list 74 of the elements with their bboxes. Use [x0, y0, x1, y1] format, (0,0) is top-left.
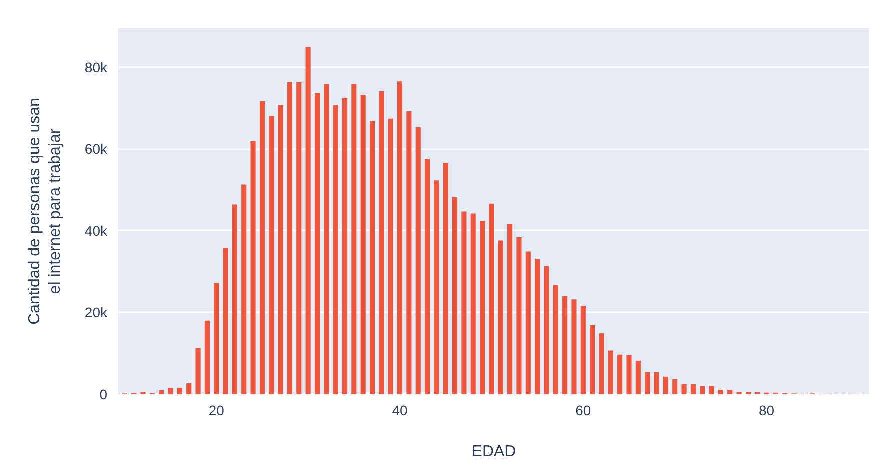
bar [645, 372, 650, 394]
bar [250, 140, 256, 394]
bar [204, 320, 210, 394]
x-axis-title: EDAD [472, 444, 516, 460]
bar [728, 390, 733, 394]
bar [480, 221, 486, 394]
bar [177, 388, 182, 394]
bar [314, 93, 320, 394]
bar [709, 386, 714, 394]
x-tick-label: 40 [392, 402, 408, 418]
bar [508, 224, 513, 394]
y-tick-label: 80k [84, 59, 108, 76]
y-tick-label: 60k [84, 141, 108, 158]
bar [214, 283, 220, 394]
bar [654, 372, 660, 394]
bar [379, 91, 384, 394]
bar [306, 47, 311, 394]
bar [287, 82, 292, 394]
bar [342, 98, 348, 394]
x-tick-label: 20 [208, 402, 225, 418]
bar [159, 390, 164, 394]
bar [443, 163, 448, 394]
bar [434, 180, 440, 394]
bar [544, 266, 550, 394]
bar [223, 248, 228, 394]
bar [232, 204, 238, 394]
bar [370, 121, 376, 394]
bar [526, 252, 531, 394]
y-tick-label: 0 [100, 386, 108, 402]
bar [416, 127, 421, 394]
y-tick-label: 40k [84, 222, 108, 239]
bar [590, 325, 596, 394]
bar [599, 334, 604, 394]
x-tick-label: 60 [576, 402, 592, 418]
bar [718, 390, 724, 394]
bar [618, 354, 623, 394]
bar [388, 118, 394, 394]
y-axis-title: Cantidad de personas que usan el internet para trabajar [26, 98, 64, 325]
bar [608, 350, 614, 394]
bar [278, 105, 284, 394]
bar [242, 184, 247, 394]
bar [489, 204, 494, 394]
bar [168, 388, 174, 394]
bar [397, 82, 403, 394]
bar [269, 116, 274, 394]
bar [470, 214, 476, 394]
bar [333, 105, 338, 394]
bar [580, 306, 586, 394]
bar [562, 296, 568, 394]
bar [352, 84, 357, 394]
bar [296, 82, 302, 394]
bar [535, 259, 540, 394]
bar [186, 383, 192, 394]
bar [663, 376, 668, 394]
x-tick-label: 80 [759, 402, 775, 418]
bar [672, 379, 678, 394]
bar [406, 112, 412, 394]
bar [260, 101, 265, 394]
bar [626, 355, 632, 394]
bar [196, 348, 201, 394]
bar [324, 84, 330, 394]
bar [516, 237, 522, 394]
bar [553, 285, 558, 394]
bar [360, 95, 366, 394]
bar [690, 384, 696, 394]
bar [498, 240, 504, 394]
bar [452, 197, 458, 394]
bar [682, 384, 687, 394]
y-tick-label: 20k [84, 304, 108, 321]
bar [425, 158, 430, 394]
bar [462, 212, 467, 394]
bar [700, 386, 706, 394]
bar [636, 360, 641, 394]
bar [572, 300, 577, 394]
